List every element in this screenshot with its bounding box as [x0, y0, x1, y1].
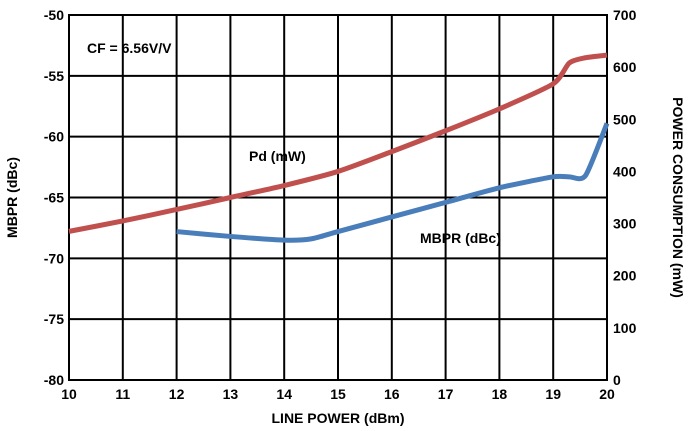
- y2-tick-label: 0: [613, 372, 621, 388]
- x-tick-label: 20: [599, 386, 615, 402]
- x-tick-label: 13: [223, 386, 239, 402]
- series-layer: [68, 52, 610, 243]
- y2-axis-title: POWER CONSUMPTION (mW): [670, 97, 686, 298]
- x-tick-label: 12: [169, 386, 185, 402]
- y-tick-label: -60: [44, 129, 64, 145]
- cf-annotation: CF = 6.56V/V: [87, 40, 172, 56]
- y2-tick-label: 200: [613, 268, 637, 284]
- tick-layer: 10 11 12 13 14 15 16 17 18 19 20 -50 -55 -60 -65 -70 -75…: [44, 7, 637, 402]
- y2-tick-label: 700: [613, 7, 637, 23]
- y2-tick-label: 600: [613, 59, 637, 75]
- x-tick-label: 17: [438, 386, 454, 402]
- x-tick-label: 19: [545, 386, 561, 402]
- mbpr-series-line: [176, 122, 610, 243]
- y-tick-label: -55: [44, 68, 64, 84]
- x-tick-label: 11: [115, 386, 130, 402]
- y2-tick-label: 300: [613, 216, 637, 232]
- grid: [69, 15, 607, 380]
- y2-tick-label: 500: [613, 111, 637, 127]
- plot-frame: [68, 14, 608, 381]
- pd-series-line: [68, 52, 608, 234]
- y2-tick-label: 400: [613, 163, 637, 179]
- y2-tick-label: 100: [613, 320, 637, 336]
- x-tick-label: 15: [330, 386, 346, 402]
- pd-series-label: Pd (mW): [249, 148, 306, 164]
- y-tick-label: -80: [44, 372, 64, 388]
- y-axis-title: MBPR (dBc): [4, 157, 20, 238]
- y-tick-label: -50: [44, 7, 64, 23]
- x-tick-label: 10: [61, 386, 77, 402]
- x-tick-label: 14: [276, 386, 292, 402]
- x-tick-label: 18: [492, 386, 508, 402]
- mbpr-series-label: MBPR (dBc): [420, 230, 501, 246]
- y-tick-label: -75: [44, 311, 64, 327]
- x-tick-label: 16: [384, 386, 400, 402]
- x-axis-title: LINE POWER (dBm): [272, 410, 405, 426]
- y-tick-label: -65: [44, 190, 64, 206]
- y-tick-label: -70: [44, 250, 64, 266]
